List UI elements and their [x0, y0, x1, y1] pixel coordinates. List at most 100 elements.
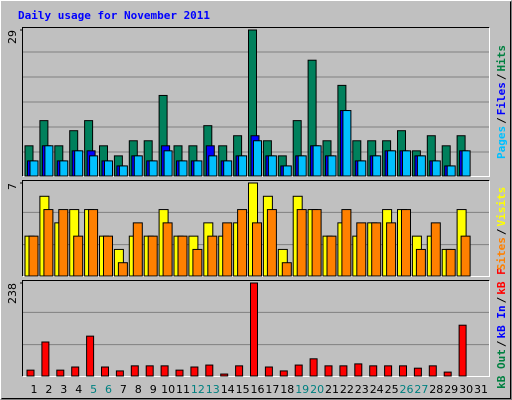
- plot-border-light: [22, 280, 490, 377]
- legend-entry: Sites: [495, 237, 508, 270]
- x-tick-label: 4: [75, 383, 82, 396]
- x-tick-label: 15: [236, 383, 250, 396]
- bar: [178, 160, 188, 177]
- bar: [356, 222, 367, 277]
- legend-entry: Hits: [495, 45, 508, 72]
- bar: [208, 155, 218, 177]
- x-tick-label: 21: [325, 383, 339, 396]
- x-tick-label: 17: [265, 383, 279, 396]
- bar: [117, 262, 128, 277]
- bar: [43, 209, 54, 277]
- legend-separator: /: [495, 73, 508, 80]
- legend: Sites /Visits: [495, 187, 508, 271]
- bar: [309, 358, 318, 377]
- x-tick-label: 27: [414, 383, 428, 396]
- bar: [266, 209, 277, 277]
- bar: [399, 365, 407, 377]
- x-tick-label: 24: [370, 383, 384, 396]
- bar: [294, 364, 303, 377]
- bar: [58, 209, 69, 277]
- legend-entry: kB Out: [495, 349, 508, 389]
- x-tick-label: 11: [176, 383, 190, 396]
- bar: [250, 282, 258, 377]
- bar: [446, 165, 456, 177]
- bar: [86, 335, 95, 377]
- bar: [443, 371, 452, 377]
- bar: [324, 365, 333, 377]
- bar: [190, 366, 199, 377]
- bar: [29, 160, 39, 177]
- bar: [253, 140, 262, 177]
- bar: [369, 365, 378, 377]
- bar: [147, 235, 158, 277]
- plot-border-light: [22, 180, 490, 277]
- bar: [341, 209, 352, 277]
- bar: [312, 145, 322, 177]
- bar: [160, 365, 169, 377]
- bar: [162, 222, 173, 277]
- x-tick-label: 29: [444, 383, 458, 396]
- bar: [56, 369, 65, 377]
- bar: [193, 160, 203, 177]
- plot-border-dark: [22, 280, 490, 377]
- bar: [279, 370, 288, 377]
- bar: [235, 365, 244, 377]
- bar: [205, 364, 214, 377]
- y-tick-label: 29: [6, 30, 19, 44]
- y-tick-label: 7: [6, 183, 19, 190]
- bar: [372, 155, 382, 177]
- bar: [207, 235, 218, 277]
- plot-border-dark: [22, 180, 490, 277]
- bar: [416, 155, 426, 177]
- bar: [145, 365, 154, 377]
- bar: [130, 365, 139, 377]
- bar: [428, 365, 437, 377]
- bar: [118, 165, 128, 177]
- plot-border-dark: [22, 27, 490, 177]
- bar: [384, 365, 393, 377]
- bar: [28, 235, 39, 277]
- x-tick-label: 18: [280, 383, 294, 396]
- bar: [326, 235, 337, 277]
- x-tick-label: 16: [251, 383, 265, 396]
- bar: [26, 369, 35, 377]
- x-tick-label: 25: [385, 383, 399, 396]
- bar: [401, 209, 411, 277]
- x-tick-label: 9: [150, 383, 157, 396]
- x-tick-label: 7: [120, 383, 127, 396]
- bar: [115, 370, 124, 377]
- bar: [357, 160, 367, 177]
- bar: [74, 150, 84, 177]
- bar: [89, 155, 99, 177]
- legend-entry: kB In: [495, 305, 508, 338]
- bar: [73, 235, 84, 277]
- bar: [192, 248, 203, 277]
- legend-entry: Visits: [495, 187, 508, 227]
- bar: [103, 235, 113, 277]
- legend-entry: kB F: [495, 268, 508, 295]
- x-tick-label: 14: [221, 383, 235, 396]
- bar: [44, 145, 54, 177]
- bar: [222, 222, 233, 277]
- legend-separator: /: [495, 340, 508, 347]
- legend: kB Out/kB In/kB F: [495, 268, 508, 389]
- bar: [148, 160, 158, 177]
- x-tick-label: 8: [135, 383, 142, 396]
- bar: [177, 235, 188, 277]
- bar: [354, 363, 363, 377]
- bar: [371, 222, 382, 277]
- bar: [220, 373, 229, 377]
- x-tick-label: 10: [161, 383, 175, 396]
- bar: [327, 155, 337, 177]
- x-tick-label: 3: [60, 383, 67, 396]
- bar: [342, 110, 352, 177]
- bar: [402, 150, 411, 177]
- bar: [104, 160, 113, 177]
- bar: [445, 248, 456, 277]
- bar: [415, 248, 426, 277]
- bar: [264, 366, 273, 377]
- x-tick-label: 1: [31, 383, 38, 396]
- legend-separator: /: [495, 228, 508, 235]
